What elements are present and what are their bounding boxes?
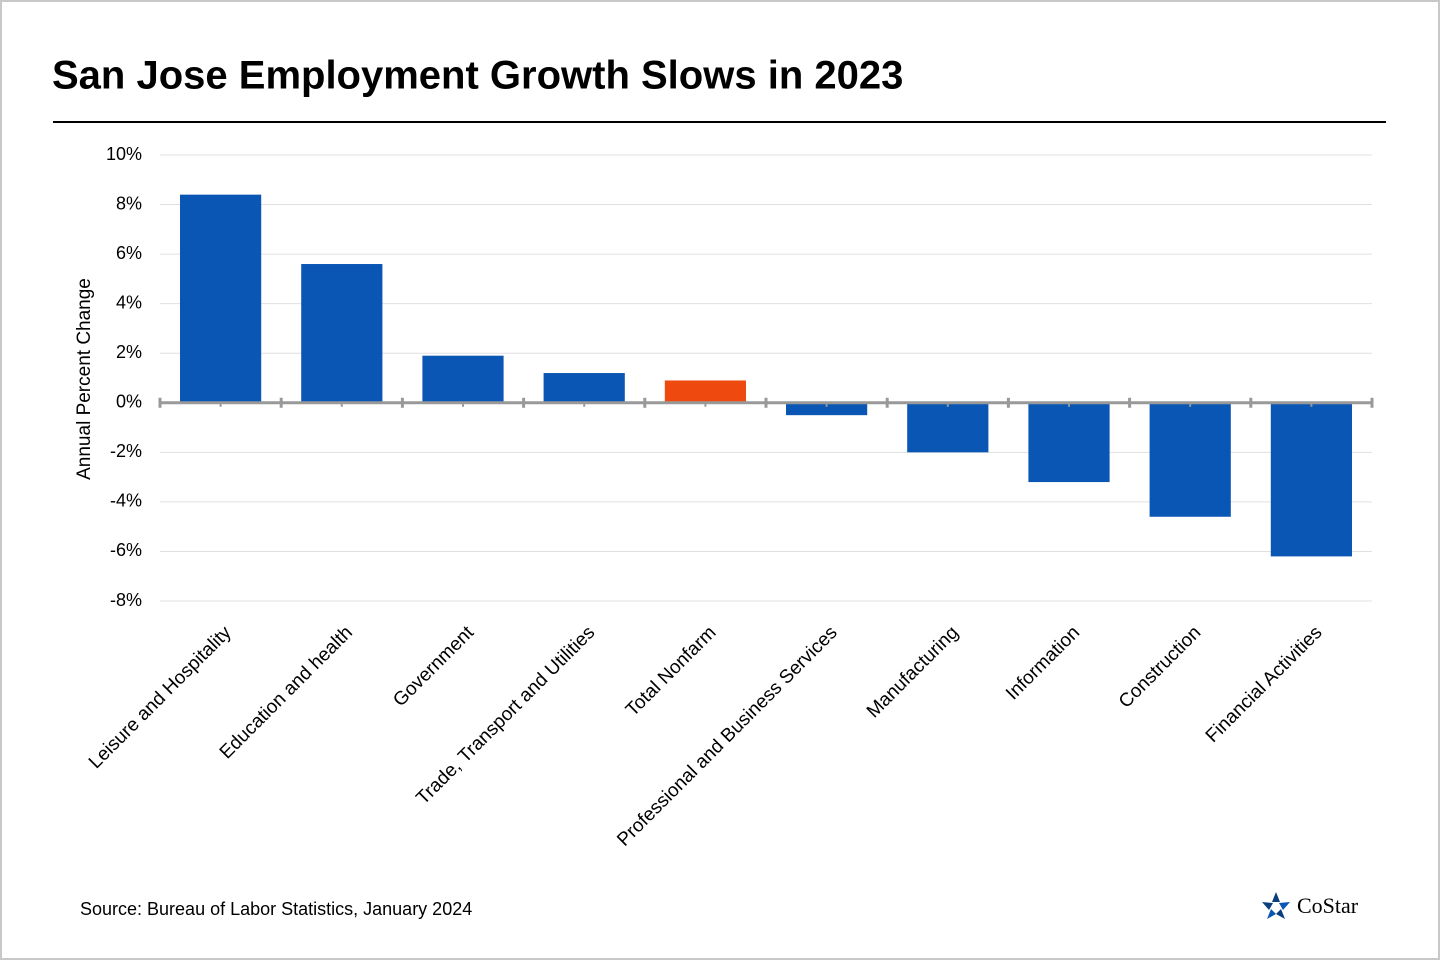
- source: Source: Bureau of Labor Statistics, Janu…: [80, 899, 472, 919]
- y-axis-label: Annual Percent Change: [74, 278, 95, 480]
- bar: [179, 194, 262, 403]
- y-tick-label: 6%: [116, 243, 142, 263]
- y-tick-label: 2%: [116, 342, 142, 362]
- y-tick-label: -2%: [110, 441, 142, 461]
- bar: [422, 355, 504, 403]
- bar: [301, 264, 383, 403]
- bar: [1270, 402, 1353, 557]
- bar: [664, 380, 747, 403]
- y-tick-label: 10%: [106, 144, 142, 164]
- bar: [543, 373, 625, 403]
- bar: [1149, 402, 1231, 517]
- y-tick-label: 4%: [116, 292, 142, 312]
- y-tick-label: -4%: [110, 491, 142, 511]
- y-tick-label: 0%: [116, 392, 142, 412]
- bar: [785, 402, 868, 416]
- logo-text: CoStar: [1297, 893, 1359, 918]
- y-tick-label: 8%: [116, 193, 142, 213]
- bar: [907, 402, 989, 453]
- bar: [1028, 402, 1110, 483]
- y-tick-label: -6%: [110, 540, 142, 560]
- chart-title: San Jose Employment Growth Slows in 2023: [52, 54, 903, 98]
- logo-icon: [1262, 892, 1290, 919]
- y-tick-label: -8%: [110, 590, 142, 610]
